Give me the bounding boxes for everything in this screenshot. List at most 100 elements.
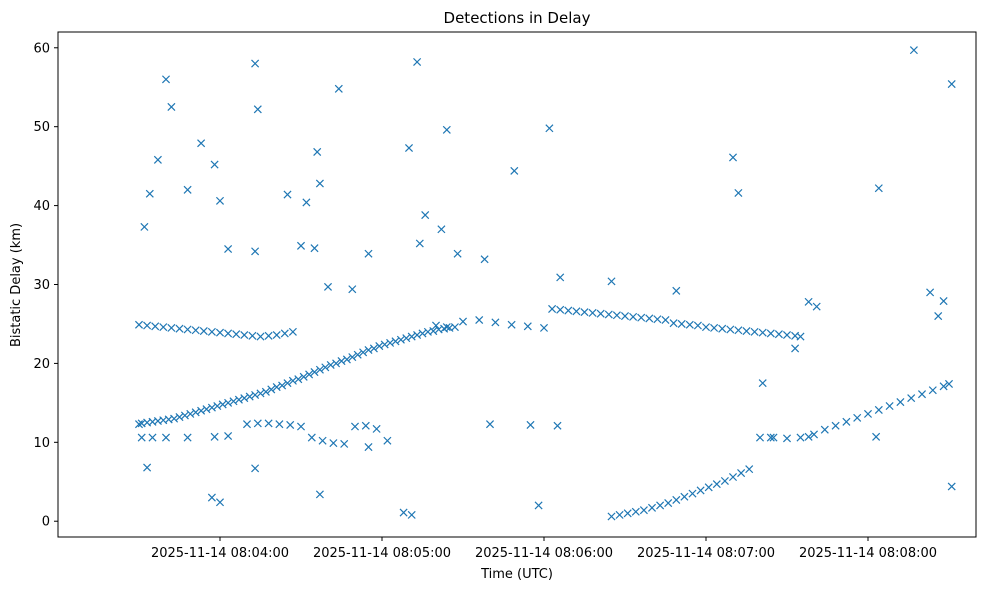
data-point <box>442 323 451 332</box>
data-point <box>315 179 324 188</box>
data-point <box>137 433 146 442</box>
data-point <box>607 277 616 286</box>
data-point <box>623 509 632 518</box>
data-point <box>229 397 238 406</box>
data-point <box>604 310 613 319</box>
data-point <box>151 322 160 331</box>
data-point <box>491 318 500 327</box>
data-point <box>548 304 557 313</box>
data-point <box>251 464 260 473</box>
data-point <box>350 422 360 431</box>
data-point <box>175 324 184 333</box>
data-point <box>134 320 144 329</box>
data-point <box>450 323 459 332</box>
data-point <box>364 249 373 258</box>
data-point <box>286 420 295 429</box>
data-point <box>337 357 346 366</box>
data-point <box>334 84 343 93</box>
data-point <box>253 105 262 114</box>
data-point <box>453 249 462 258</box>
data-point <box>224 398 233 407</box>
data-point <box>296 241 306 250</box>
data-point <box>275 420 284 429</box>
data-point <box>442 125 451 134</box>
data-point <box>631 507 640 516</box>
data-point <box>280 329 289 338</box>
data-point <box>143 321 152 330</box>
data-point <box>553 421 562 430</box>
data-point <box>766 329 775 338</box>
x-tick-label: 2025-11-14 08:05:00 <box>313 546 451 561</box>
data-point <box>934 312 943 321</box>
data-point <box>769 433 778 442</box>
data-point <box>429 327 438 336</box>
data-point <box>809 430 819 439</box>
data-point <box>645 314 654 323</box>
x-tick-label: 2025-11-14 08:04:00 <box>151 546 289 561</box>
data-point <box>712 480 721 489</box>
x-tick-label: 2025-11-14 08:08:00 <box>799 546 937 561</box>
data-point <box>305 370 314 379</box>
data-point <box>167 323 176 332</box>
data-point <box>283 190 292 199</box>
data-point <box>213 401 222 411</box>
data-point <box>620 312 630 321</box>
data-point <box>240 330 249 340</box>
y-axis-label: Bistatic Delay (km) <box>9 223 24 347</box>
data-point <box>307 433 316 442</box>
data-point <box>224 244 233 254</box>
y-tick-label: 20 <box>33 357 50 372</box>
data-point <box>556 305 565 314</box>
data-point <box>685 320 694 329</box>
data-point <box>143 463 152 472</box>
data-point <box>737 469 746 478</box>
data-point <box>140 222 149 231</box>
data-point <box>710 323 719 332</box>
data-point <box>556 273 565 282</box>
data-point <box>256 332 265 341</box>
data-point <box>210 432 219 441</box>
data-point <box>758 328 767 337</box>
data-point <box>656 501 665 510</box>
data-point <box>896 398 905 407</box>
data-point <box>742 327 751 336</box>
data-point <box>701 323 711 332</box>
data-point <box>215 196 225 205</box>
data-point <box>369 344 378 353</box>
data-point <box>804 432 813 441</box>
data-point <box>170 414 179 423</box>
data-point <box>782 330 792 340</box>
y-tick-label: 50 <box>33 120 50 135</box>
chart-title: Detections in Delay <box>444 9 591 27</box>
data-point <box>215 498 225 507</box>
data-point <box>313 147 322 156</box>
data-point <box>475 315 484 325</box>
data-point <box>863 409 873 418</box>
data-point <box>831 421 840 430</box>
data-point <box>885 401 894 411</box>
data-point <box>183 325 192 334</box>
data-point <box>407 332 416 341</box>
data-point <box>251 390 260 399</box>
data-point <box>197 139 206 148</box>
data-point <box>161 433 171 442</box>
data-point <box>874 405 883 414</box>
data-point <box>224 431 233 441</box>
data-point <box>348 285 357 294</box>
data-point <box>510 166 519 175</box>
data-point <box>647 503 657 512</box>
data-point <box>294 375 303 384</box>
data-point <box>944 379 954 388</box>
data-point <box>728 473 738 482</box>
data-point <box>183 185 192 194</box>
data-point <box>364 345 373 355</box>
data-point <box>607 512 616 521</box>
data-point <box>159 323 168 332</box>
data-point <box>523 322 532 331</box>
data-point <box>359 348 368 357</box>
data-point <box>418 329 427 338</box>
data-point <box>413 57 422 67</box>
data-point <box>842 417 851 426</box>
